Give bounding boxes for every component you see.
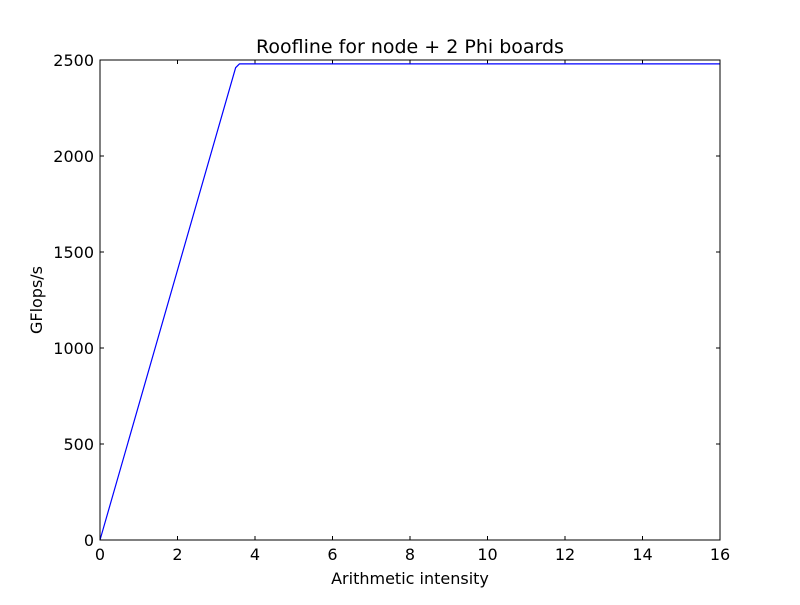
- y-tick-label: 2500: [53, 51, 94, 70]
- roofline-series-line: [99, 63, 720, 541]
- plot-frame: [99, 59, 721, 541]
- y-axis-label: GFlops/s: [27, 266, 46, 334]
- x-tick-label: 8: [405, 545, 415, 564]
- y-tick-label: 1500: [53, 243, 94, 262]
- plot-background: [100, 60, 720, 540]
- x-tick-label: 6: [327, 545, 337, 564]
- y-tick-label: 2000: [53, 147, 94, 166]
- x-tick-label: 0: [95, 545, 105, 564]
- y-tick-label: 0: [84, 531, 94, 550]
- x-tick-label: 4: [250, 545, 260, 564]
- series-group: [99, 63, 720, 541]
- x-tick-label: 14: [632, 545, 652, 564]
- y-ticks: 0 500 1000 1500 2000 2500: [53, 51, 720, 550]
- x-tick-label: 2: [172, 545, 182, 564]
- y-tick-label: 1000: [53, 339, 94, 358]
- chart-title: Roofline for node + 2 Phi boards: [256, 36, 564, 58]
- x-tick-label: 16: [710, 545, 730, 564]
- x-tick-label: 12: [555, 545, 575, 564]
- x-axis-label: Arithmetic intensity: [331, 569, 489, 588]
- x-tick-label: 10: [477, 545, 497, 564]
- y-tick-label: 500: [63, 435, 94, 454]
